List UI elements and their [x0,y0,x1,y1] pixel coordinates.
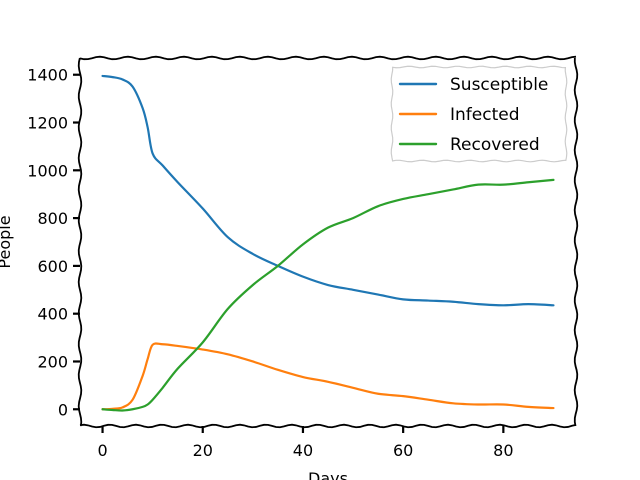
plot-area [101,74,555,412]
y-tick-label: 600 [37,257,68,276]
x-tick-label: 40 [293,441,313,460]
y-tick-label: 800 [37,209,68,228]
x-tick-label: 20 [193,441,213,460]
x-tick-label: 0 [97,441,107,460]
y-axis-ticks: 0 200 400 600 800 1000 1200 1400 [27,66,80,419]
legend-box [390,65,568,163]
x-tick-label: 60 [393,441,413,460]
plot-frame [77,55,579,429]
y-tick-label: 1000 [27,161,68,180]
x-axis-label: Days [308,469,348,480]
legend-label-recovered: Recovered [450,135,540,155]
y-axis-label: People [0,215,14,268]
y-tick-label: 400 [37,305,68,324]
y-tick-label: 1400 [27,66,68,85]
series-line-susceptible [101,74,555,307]
series-line-recovered [101,178,555,412]
legend-label-infected: Infected [450,105,520,125]
x-axis-ticks: 0 20 40 60 80 [97,426,514,460]
x-tick-label: 80 [493,441,513,460]
y-tick-label: 200 [37,352,68,371]
y-tick-label: 0 [58,400,68,419]
legend: Susceptible Infected Recovered [390,65,568,163]
series-line-infected [101,342,555,411]
y-tick-label: 1200 [27,114,68,133]
legend-label-susceptible: Susceptible [450,75,548,95]
